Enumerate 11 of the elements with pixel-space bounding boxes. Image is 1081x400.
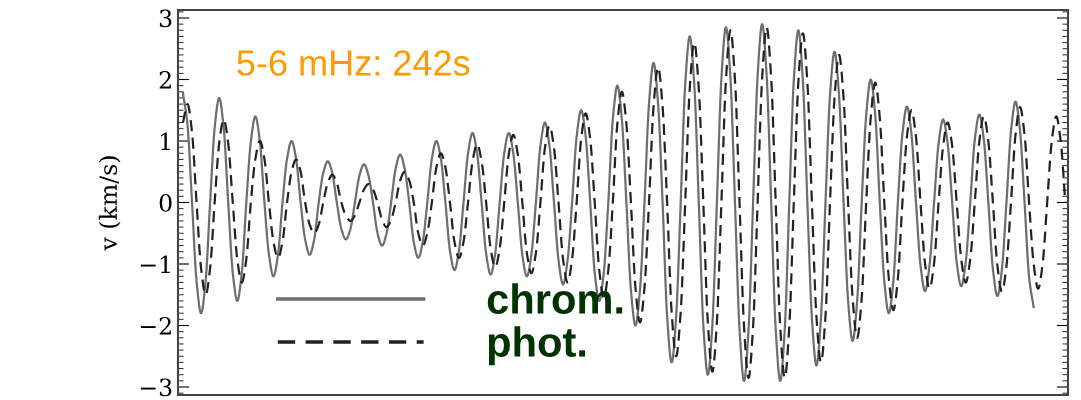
legend-label: chrom.	[487, 283, 623, 314]
y-tick-label: −1	[140, 255, 170, 273]
y-tick-label: −2	[140, 316, 171, 335]
legend-label: phot.	[488, 326, 586, 366]
y-tick-label: 1	[161, 132, 170, 150]
y-tick-label: 2	[159, 70, 171, 89]
annotation: 5-6 mHz: 242s	[237, 50, 470, 76]
y-tick-label: 0	[159, 193, 172, 212]
y-tick-label: −3	[140, 378, 172, 397]
y-tick-label: 3	[159, 9, 172, 28]
y-axis-title: v (km/s)	[98, 156, 121, 251]
